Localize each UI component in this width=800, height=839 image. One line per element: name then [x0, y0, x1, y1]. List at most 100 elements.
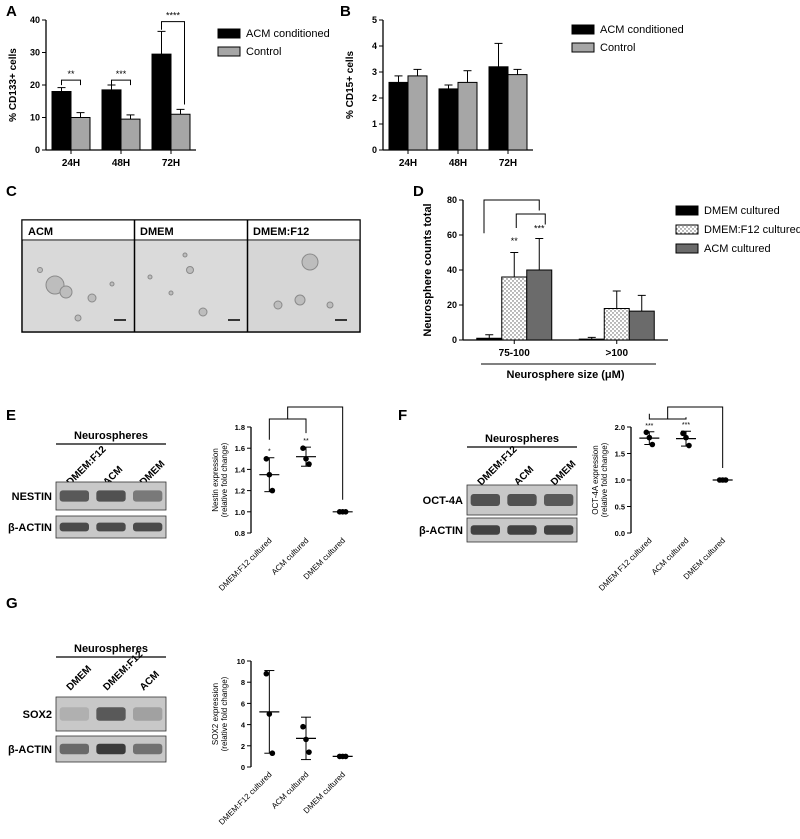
legend-label: ACM conditioned — [246, 28, 330, 40]
y-axis-label: % CD133+ cells — [8, 48, 19, 122]
x-tick-label: 48H — [112, 158, 130, 169]
chart-d: 0 20 40 60 80 75-100 >100 Neurosphere counts to… — [422, 195, 800, 381]
y-tick-label: 1 — [372, 119, 377, 129]
y-tick-label: 20 — [447, 300, 457, 310]
micrograph-dmemf12 — [248, 241, 359, 331]
y-tick-label: 0.5 — [615, 503, 625, 512]
data-point — [686, 442, 692, 449]
blot-header: Neurospheres — [74, 430, 148, 442]
legend-swatch — [675, 243, 699, 254]
y-axis-label: SOX2 expression(relative fold change) — [211, 676, 229, 751]
sig-bracket — [483, 199, 540, 234]
micrograph-label-dmem: DMEM — [140, 226, 174, 238]
y-tick-label: 60 — [447, 230, 457, 240]
blot-band — [470, 525, 500, 535]
blot-row-label: β-ACTIN — [419, 525, 463, 537]
sig-bracket — [667, 406, 724, 468]
y-axis-label: % CD15+ cells — [345, 51, 356, 120]
y-tick-label: 40 — [447, 265, 457, 275]
micrograph-label-dmemf12: DMEM:F12 — [253, 226, 309, 238]
data-point — [269, 487, 276, 494]
blot-band — [470, 494, 500, 506]
bar — [476, 337, 503, 341]
bar — [170, 113, 191, 151]
y-tick-label: 0.0 — [615, 529, 625, 538]
bar — [151, 53, 172, 151]
y-tick-label: 1.4 — [235, 465, 246, 474]
y-tick-label: 4 — [372, 41, 377, 51]
bar — [457, 81, 478, 151]
x-tick-label: DMEM:F12 cultured — [217, 536, 274, 593]
sig-label: ** — [303, 438, 309, 445]
blot-band — [59, 490, 89, 502]
bar — [120, 118, 141, 151]
lane-label: DMEM — [65, 664, 94, 693]
panel-c-micrographs: ACM DMEM DMEM:F12 — [21, 219, 361, 333]
x-tick-label: >100 — [605, 348, 628, 359]
x-tick-label: DMEM:F12 cultured — [217, 770, 274, 827]
y-tick-label: 8 — [241, 678, 245, 687]
sig-bracket — [268, 418, 307, 440]
bar — [407, 75, 428, 151]
data-point — [300, 723, 306, 730]
sig-bracket — [61, 79, 81, 86]
bar — [488, 66, 509, 151]
blot-band — [133, 490, 163, 502]
blot-band — [96, 707, 126, 721]
y-tick-label: 20 — [30, 80, 40, 90]
data-point — [263, 456, 270, 462]
blot-band — [544, 525, 574, 535]
blot-band — [59, 707, 89, 721]
x-tick-label: 24H — [62, 158, 80, 169]
chart-e: 0.8 1.0 1.2 1.4 1.6 1.8 * DMEM:F12 cultured ** AC… — [211, 406, 353, 593]
panel-letter-f: F — [398, 407, 407, 424]
bar — [507, 74, 528, 151]
legend-swatch — [675, 224, 699, 235]
lane-label: ACM — [512, 464, 536, 488]
blot-band — [133, 707, 163, 721]
data-point — [263, 670, 270, 677]
data-point — [643, 429, 650, 436]
legend-label: DMEM:F12 cultured — [704, 224, 800, 236]
data-point — [300, 445, 306, 452]
bar — [388, 81, 409, 151]
bar — [70, 117, 91, 151]
blot-row-label: β-ACTIN — [8, 744, 52, 756]
x-tick-label: 72H — [499, 158, 517, 169]
legend-swatch — [571, 42, 595, 53]
bar — [628, 310, 655, 341]
y-axis-label: OCT-4A expression(relative fold change) — [591, 442, 609, 517]
panel-letter-e: E — [6, 407, 16, 424]
lane-label: ACM — [138, 669, 162, 693]
y-tick-label: 10 — [30, 113, 40, 123]
chart-f: 0.0 0.5 1.0 1.5 2.0 *** DMEM F12 cultured *** AC… — [591, 406, 733, 593]
sig-label: *** — [534, 224, 545, 234]
data-point — [306, 749, 312, 755]
y-tick-label: 2.0 — [615, 423, 625, 432]
y-tick-label: 1.6 — [235, 444, 245, 453]
y-tick-label: 4 — [241, 721, 246, 730]
legend-label: Control — [600, 42, 635, 54]
blot-row-label: SOX2 — [23, 709, 52, 721]
sig-bracket — [287, 406, 344, 500]
legend-swatch — [217, 46, 241, 57]
x-tick-label: DMEM F12 cultured — [597, 536, 654, 593]
x-tick-label: 72H — [162, 158, 180, 169]
blot-row-label: β-ACTIN — [8, 522, 52, 534]
legend-swatch — [571, 24, 595, 35]
legend-label: DMEM cultured — [704, 205, 780, 217]
bar — [438, 88, 459, 151]
y-tick-label: 3 — [372, 67, 377, 77]
chart-a: 0 10 20 30 40 24H 48H 72H % CD133+ cells ACM cond… — [8, 11, 330, 169]
blot-band — [96, 743, 126, 755]
y-tick-label: 1.5 — [615, 450, 625, 459]
panel-letter-b: B — [340, 3, 351, 20]
y-tick-label: 0 — [372, 145, 377, 155]
sig-bracket — [515, 213, 546, 228]
x-tick-label: 48H — [449, 158, 467, 169]
panel-letter-g: G — [6, 595, 18, 612]
blot-header: Neurospheres — [485, 433, 559, 445]
blot-band — [133, 743, 163, 755]
lane-label: DMEM — [549, 459, 578, 488]
